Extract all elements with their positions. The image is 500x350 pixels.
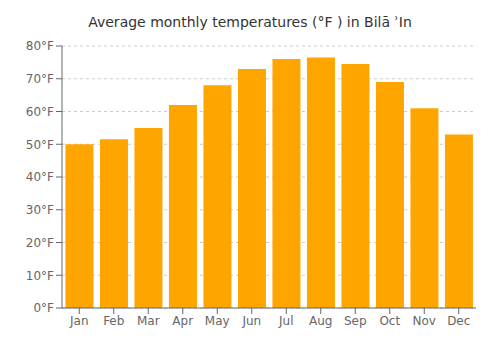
svg-text:30°F: 30°F (26, 203, 54, 217)
svg-text:May: May (205, 314, 230, 328)
svg-text:Jan: Jan (69, 314, 89, 328)
svg-text:Jun: Jun (241, 314, 261, 328)
svg-text:70°F: 70°F (26, 72, 54, 86)
svg-text:40°F: 40°F (26, 170, 54, 184)
svg-text:50°F: 50°F (26, 138, 54, 152)
svg-text:Nov: Nov (413, 314, 436, 328)
svg-text:Jul: Jul (278, 314, 293, 328)
svg-text:Sep: Sep (344, 314, 367, 328)
svg-text:Aug: Aug (309, 314, 332, 328)
svg-text:Feb: Feb (103, 314, 124, 328)
svg-text:Dec: Dec (447, 314, 470, 328)
svg-text:Oct: Oct (379, 314, 400, 328)
svg-text:20°F: 20°F (26, 236, 54, 250)
svg-text:10°F: 10°F (26, 269, 54, 283)
svg-text:Apr: Apr (172, 314, 193, 328)
svg-text:Mar: Mar (137, 314, 160, 328)
svg-text:0°F: 0°F (33, 301, 54, 315)
svg-text:80°F: 80°F (26, 39, 54, 53)
svg-text:60°F: 60°F (26, 105, 54, 119)
html-text:Average monthly temperatures (: Average monthly temperatures (°F ) in Bi… (88, 14, 412, 30)
